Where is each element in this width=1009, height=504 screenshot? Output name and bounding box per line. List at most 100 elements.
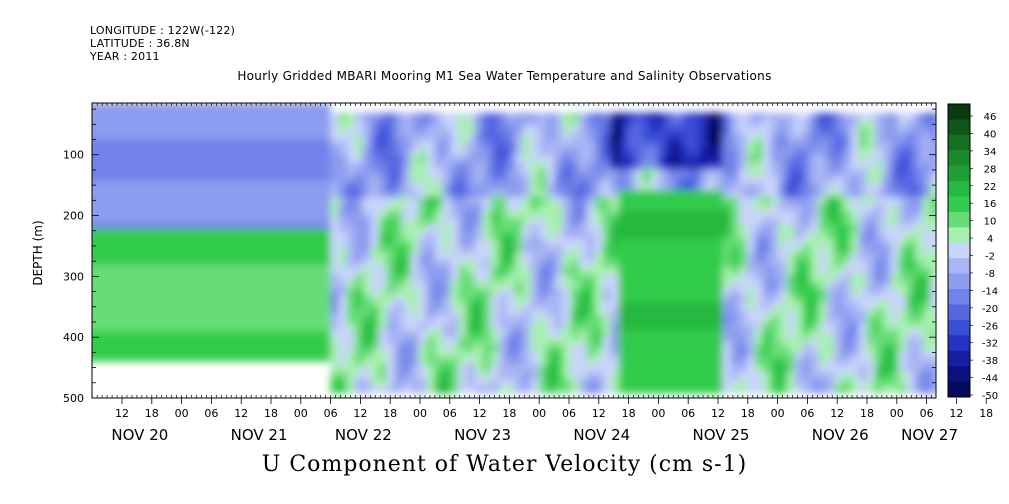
heatmap-cell	[538, 260, 548, 268]
heatmap-cell	[586, 323, 596, 331]
heatmap-cell	[418, 190, 428, 198]
heatmap-cell	[810, 169, 820, 177]
heatmap-cell	[826, 288, 836, 296]
heatmap-cell	[410, 211, 420, 219]
heatmap-cell	[810, 190, 820, 198]
heatmap-cell	[818, 372, 828, 380]
heatmap-cell	[586, 316, 596, 324]
heatmap-cell	[682, 232, 692, 240]
heatmap-cell	[594, 218, 604, 226]
heatmap-cell	[690, 169, 700, 177]
heatmap-cell	[442, 246, 452, 254]
heatmap-cell	[882, 330, 892, 338]
x-tick-label: 06	[800, 407, 814, 420]
heatmap-cell	[426, 148, 436, 156]
heatmap-cell	[674, 372, 684, 380]
heatmap-cell	[506, 239, 516, 247]
heatmap-cell	[602, 302, 612, 310]
heatmap-cell	[890, 267, 900, 275]
heatmap-cell	[778, 330, 788, 338]
heatmap-cell	[554, 211, 564, 219]
heatmap-cell	[874, 211, 884, 219]
heatmap-cell	[394, 344, 404, 352]
heatmap-cell	[738, 316, 748, 324]
heatmap-cell	[426, 246, 436, 254]
heatmap-cell	[802, 197, 812, 205]
heatmap-cell	[434, 372, 444, 380]
heatmap-cell	[442, 162, 452, 170]
heatmap-cell	[890, 281, 900, 289]
heatmap-cell	[650, 148, 660, 156]
heatmap-cell	[842, 134, 852, 142]
heatmap-cell	[458, 302, 468, 310]
heatmap-cell	[506, 211, 516, 219]
heatmap-cell	[794, 316, 804, 324]
heatmap-cell	[858, 127, 868, 135]
heatmap-cell	[874, 141, 884, 149]
heatmap-cell	[490, 253, 500, 261]
heatmap-cell	[890, 330, 900, 338]
heatmap-cell	[362, 120, 372, 128]
heatmap-cell	[466, 141, 476, 149]
heatmap-cell	[530, 323, 540, 331]
heatmap-cell	[578, 246, 588, 254]
heatmap-cell	[370, 344, 380, 352]
heatmap-cell	[514, 148, 524, 156]
heatmap-cell	[874, 295, 884, 303]
heatmap-cell	[882, 113, 892, 121]
heatmap-cell	[546, 141, 556, 149]
heatmap-cell	[778, 379, 788, 387]
heatmap-cell	[906, 246, 916, 254]
heatmap-cell	[602, 183, 612, 191]
heatmap-cell	[586, 113, 596, 121]
heatmap-cell	[506, 323, 516, 331]
heatmap-cell	[826, 337, 836, 345]
heatmap-cell	[362, 218, 372, 226]
heatmap-cell	[570, 316, 580, 324]
heatmap-cell	[706, 302, 716, 310]
heatmap-cell	[354, 253, 364, 261]
heatmap-cell	[578, 288, 588, 296]
heatmap-cell	[770, 372, 780, 380]
heatmap-cell	[890, 239, 900, 247]
heatmap-cell	[594, 176, 604, 184]
heatmap-cell	[434, 183, 444, 191]
heatmap-cell	[658, 225, 668, 233]
heatmap-cell	[458, 169, 468, 177]
heatmap-cell	[834, 190, 844, 198]
heatmap-cell	[378, 365, 388, 373]
heatmap-cell	[650, 281, 660, 289]
heatmap-cell	[506, 365, 516, 373]
heatmap-cell	[898, 148, 908, 156]
heatmap-cell	[930, 365, 936, 373]
heatmap-cell	[92, 187, 331, 194]
heatmap-cell	[754, 197, 764, 205]
heatmap-cell	[386, 274, 396, 282]
heatmap-cell	[818, 316, 828, 324]
heatmap-cell	[914, 330, 924, 338]
heatmap-cell	[458, 295, 468, 303]
heatmap-cell	[810, 316, 820, 324]
heatmap-cell	[402, 253, 412, 261]
heatmap-cell	[386, 365, 396, 373]
heatmap-cell	[730, 162, 740, 170]
heatmap-cell	[418, 155, 428, 163]
heatmap-cell	[866, 295, 876, 303]
x-tick-label: 12	[115, 407, 129, 420]
heatmap-cell	[826, 316, 836, 324]
heatmap-cell	[578, 218, 588, 226]
heatmap-cell	[610, 260, 620, 268]
heatmap-cell	[602, 211, 612, 219]
heatmap-cell	[698, 379, 708, 387]
heatmap-cell	[906, 288, 916, 296]
heatmap-cell	[706, 337, 716, 345]
heatmap-cell	[762, 253, 772, 261]
heatmap-cell	[554, 120, 564, 128]
heatmap-cell	[474, 260, 484, 268]
heatmap-cell	[690, 386, 700, 394]
heatmap-cell	[330, 246, 340, 254]
heatmap-cell	[562, 141, 572, 149]
heatmap-cell	[530, 358, 540, 366]
heatmap-cell	[562, 190, 572, 198]
heatmap-cell	[874, 309, 884, 317]
